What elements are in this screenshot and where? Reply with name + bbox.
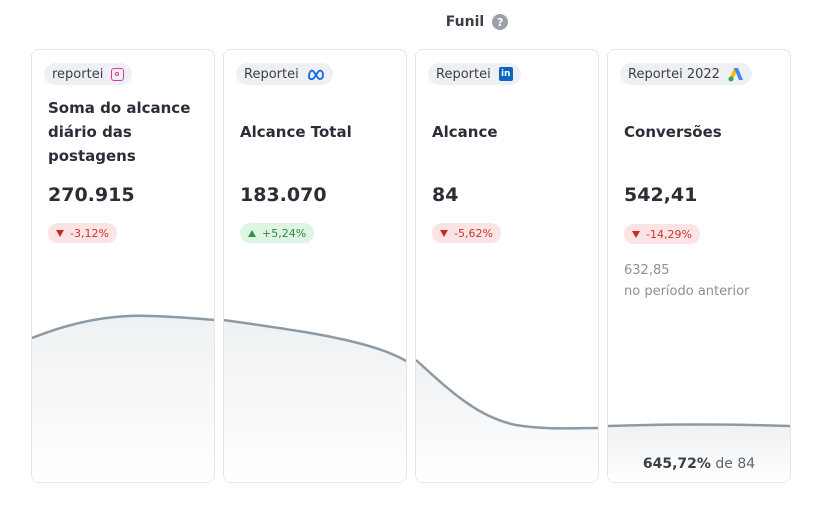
metric-value: 183.070 xyxy=(240,184,327,206)
metric-value: 84 xyxy=(432,184,459,206)
metric-title: Conversões xyxy=(624,123,722,141)
funnel-curve xyxy=(608,423,790,482)
change-badge: -14,29% xyxy=(624,224,700,244)
source-label: Reportei xyxy=(244,66,299,82)
funnel-curve xyxy=(32,314,214,482)
meta-icon xyxy=(307,69,324,80)
metric-value: 542,41 xyxy=(624,184,698,206)
metric-title: Alcance xyxy=(432,123,498,141)
source-pill: reportei xyxy=(44,63,133,85)
linkedin-icon: in xyxy=(498,67,513,81)
source-pill: Reportei xyxy=(236,63,333,85)
funnel-curve xyxy=(224,318,406,482)
conversion-suffix: de 84 xyxy=(715,456,756,472)
funnel-curve xyxy=(416,359,598,482)
change-badge: -3,12% xyxy=(48,223,117,243)
arrow-down-icon xyxy=(440,229,448,237)
funnel-title: Funil xyxy=(445,14,485,30)
arrow-up-icon xyxy=(248,229,256,237)
metric-card-google-ads: Reportei 2022 Conversões 542,41 -14,29% … xyxy=(607,49,791,483)
metric-title: Alcance Total xyxy=(240,123,352,141)
metric-card-meta: Reportei Alcance Total 183.070 +5,24% xyxy=(223,49,407,483)
instagram-icon xyxy=(111,67,125,81)
metric-card-linkedin: Reportei in Alcance 84 -5,62% xyxy=(415,49,599,483)
metric-value: 270.915 xyxy=(48,184,135,206)
change-value: +5,24% xyxy=(262,226,307,240)
conversion-percent: 645,72% xyxy=(642,456,711,472)
google-ads-icon xyxy=(728,67,743,81)
previous-period: 632,85 no período anterior xyxy=(624,260,749,302)
change-value: -5,62% xyxy=(454,226,493,240)
funnel-header: Funil ? xyxy=(0,10,814,34)
source-label: Reportei xyxy=(436,66,491,82)
previous-value: 632,85 xyxy=(624,263,670,278)
change-badge: -5,62% xyxy=(432,223,501,243)
source-pill: Reportei in xyxy=(428,63,521,85)
previous-label: no período anterior xyxy=(624,284,750,299)
source-label: reportei xyxy=(52,66,104,82)
conversion-footer: 645,72% de 84 xyxy=(608,456,790,472)
source-label: Reportei 2022 xyxy=(628,66,720,82)
help-icon[interactable]: ? xyxy=(492,14,509,30)
arrow-down-icon xyxy=(56,229,64,237)
change-value: -14,29% xyxy=(646,227,692,241)
change-value: -3,12% xyxy=(70,226,109,240)
change-badge: +5,24% xyxy=(240,223,315,243)
arrow-down-icon xyxy=(632,230,640,238)
metric-card-instagram: reportei Soma do alcance diário das post… xyxy=(31,49,215,483)
source-pill: Reportei 2022 xyxy=(620,63,752,85)
metric-title: Soma do alcance diário das postagens xyxy=(48,99,191,165)
